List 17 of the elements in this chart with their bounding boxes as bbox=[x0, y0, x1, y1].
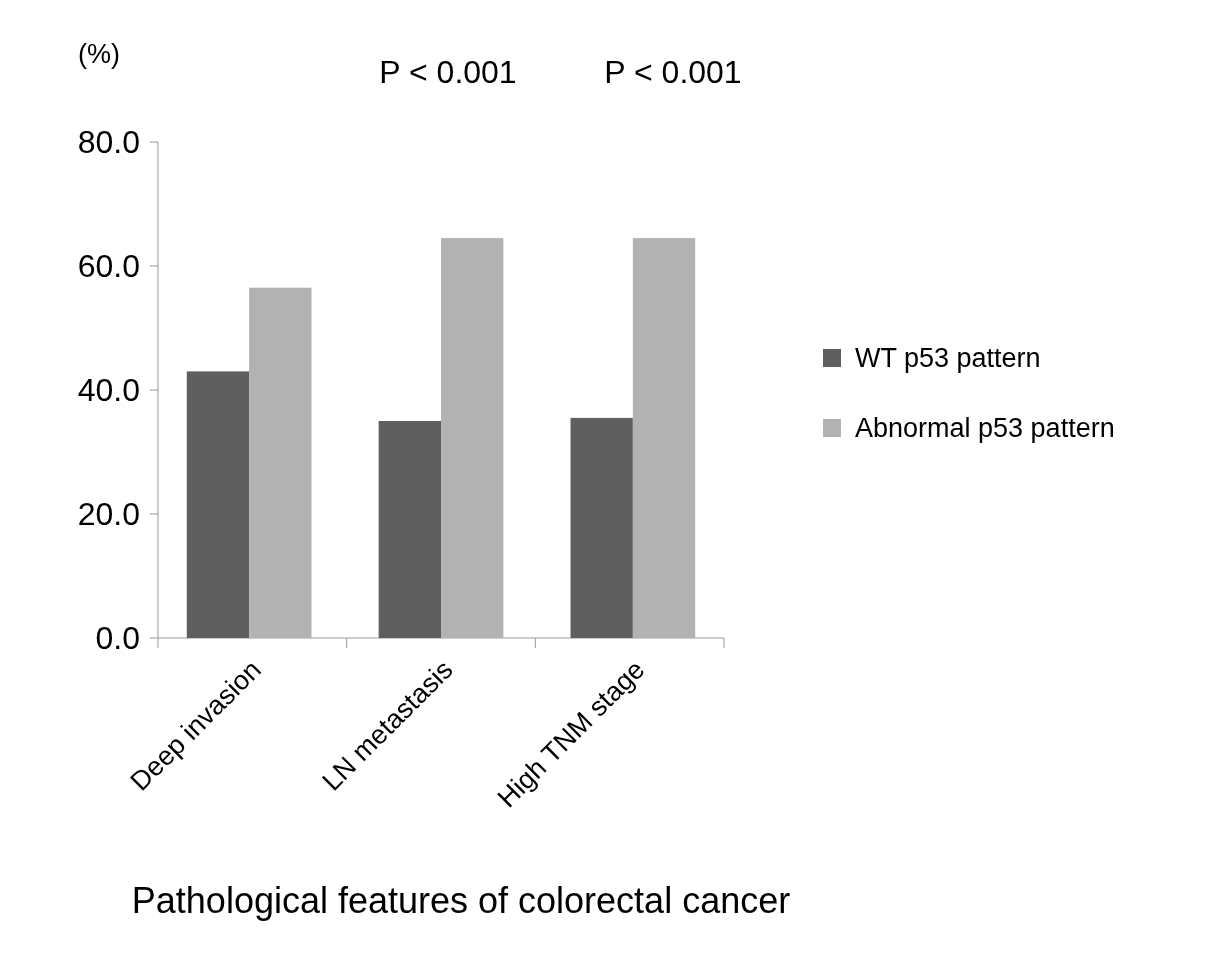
text: P < 0.001 bbox=[379, 54, 517, 90]
legend-label: WT p53 pattern bbox=[855, 343, 1041, 374]
bar bbox=[632, 238, 696, 638]
bar bbox=[441, 238, 504, 638]
y-axis-title: (%) bbox=[78, 39, 120, 69]
bar bbox=[186, 371, 250, 638]
x-axis-title: Pathological features of colorectal cancer bbox=[131, 880, 791, 921]
bar bbox=[570, 417, 633, 638]
bar bbox=[378, 421, 441, 638]
bar bbox=[249, 287, 312, 638]
y-tick-label: 40.0 bbox=[77, 372, 140, 409]
y-tick-label: 20.0 bbox=[77, 496, 140, 533]
legend-label: Abnormal p53 pattern bbox=[855, 413, 1115, 444]
text: P < 0.001 bbox=[604, 54, 742, 90]
y-tick-label: 0.0 bbox=[95, 620, 140, 657]
y-tick-label: 60.0 bbox=[77, 248, 140, 285]
y-tick-label: 80.0 bbox=[77, 124, 140, 161]
